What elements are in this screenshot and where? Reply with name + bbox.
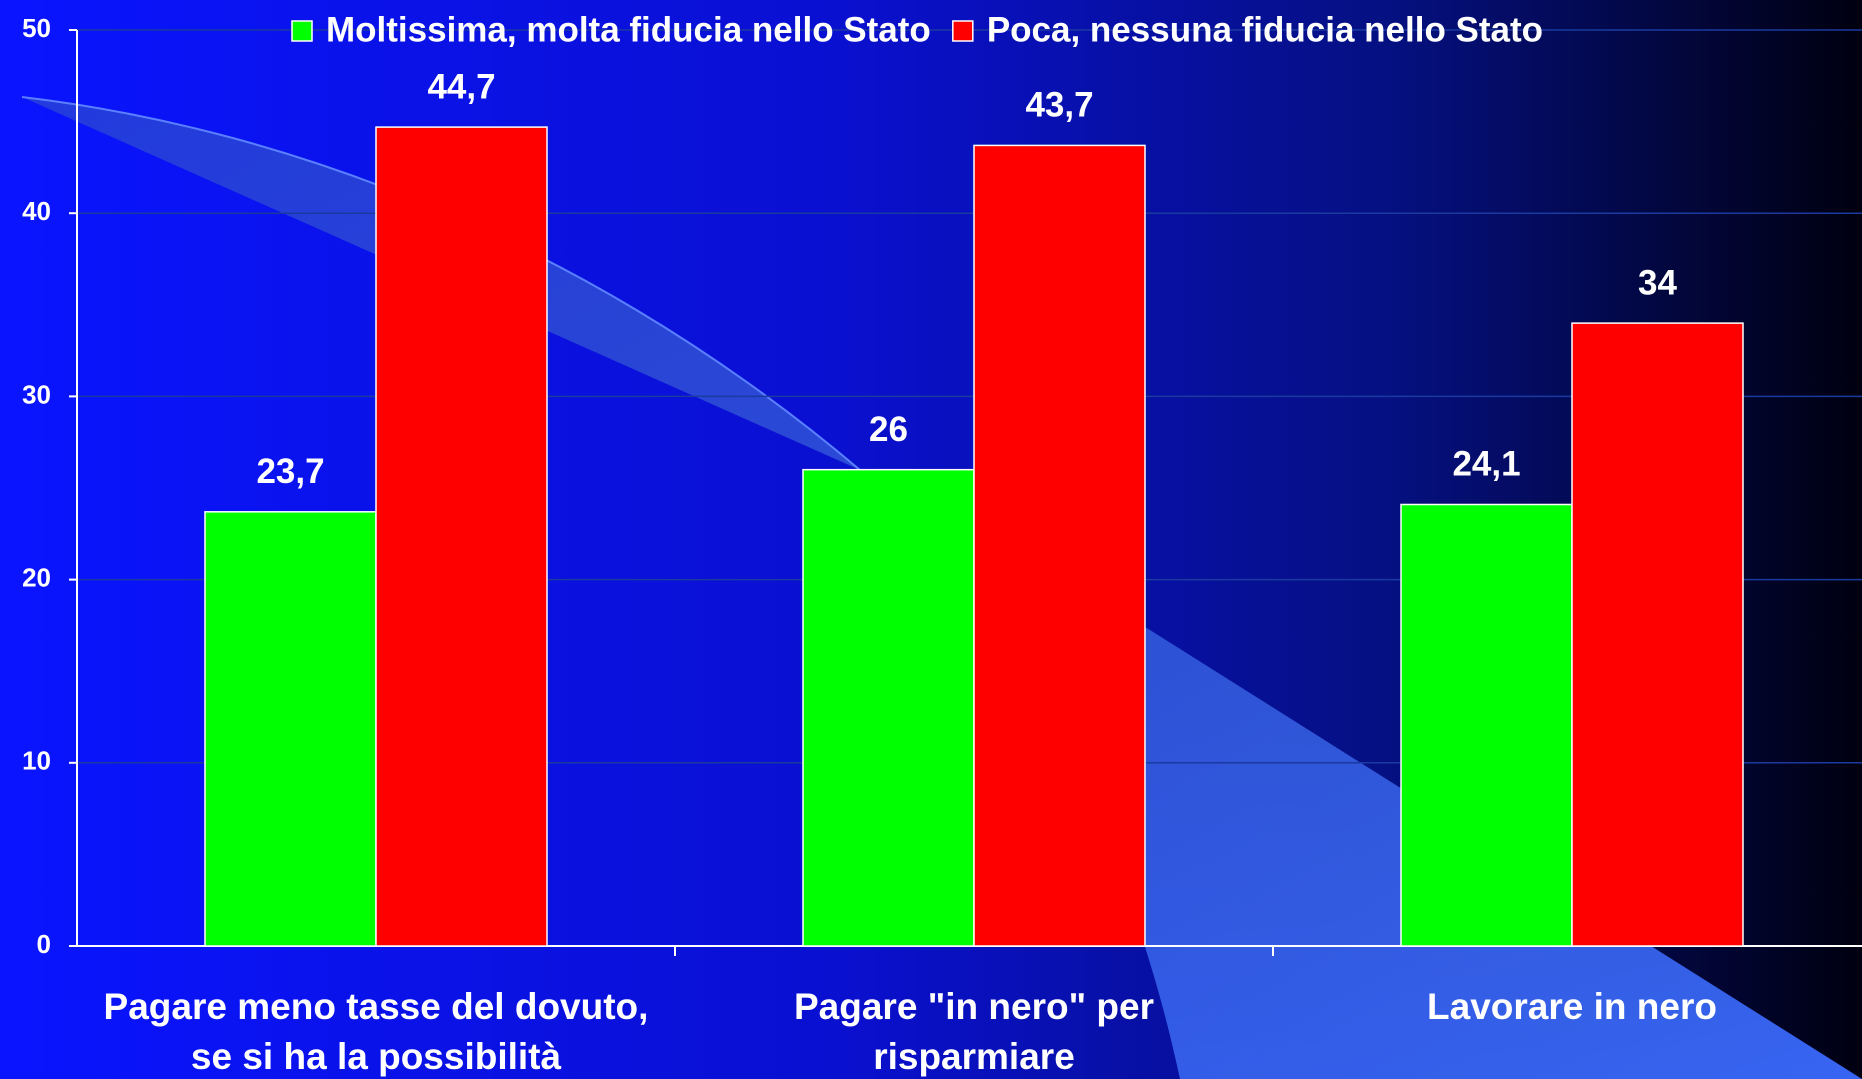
- bar: [1571, 322, 1744, 947]
- bar: [1400, 503, 1573, 947]
- y-tick-label: 40: [22, 196, 51, 226]
- y-tick-label: 50: [22, 13, 51, 43]
- value-label: 24,1: [1452, 445, 1520, 484]
- x-tick-label: risparmiare: [873, 1036, 1075, 1077]
- value-label: 23,7: [256, 452, 324, 491]
- x-tick-label: Pagare "in nero" per: [794, 986, 1154, 1027]
- bar: [973, 144, 1146, 947]
- value-label: 43,7: [1025, 86, 1093, 125]
- value-label: 44,7: [427, 67, 495, 106]
- x-tick-label: se si ha la possibilità: [191, 1036, 562, 1077]
- legend-label: Moltissima, molta fiducia nello Stato: [326, 10, 931, 49]
- y-tick-label: 10: [22, 746, 51, 776]
- bar: [375, 126, 548, 947]
- x-tick-label: Lavorare in nero: [1427, 986, 1717, 1027]
- y-tick-label: 30: [22, 379, 51, 409]
- bar: [802, 468, 975, 947]
- legend-swatch: [952, 20, 974, 42]
- value-label: 26: [869, 410, 908, 449]
- value-label: 34: [1638, 263, 1677, 302]
- legend-swatch: [291, 20, 313, 42]
- bar: [204, 511, 377, 947]
- x-tick-label: Pagare meno tasse del dovuto,: [104, 986, 649, 1027]
- y-tick-label: 20: [22, 562, 51, 592]
- legend-label: Poca, nessuna fiducia nello Stato: [987, 10, 1543, 49]
- y-tick-label: 0: [37, 929, 51, 959]
